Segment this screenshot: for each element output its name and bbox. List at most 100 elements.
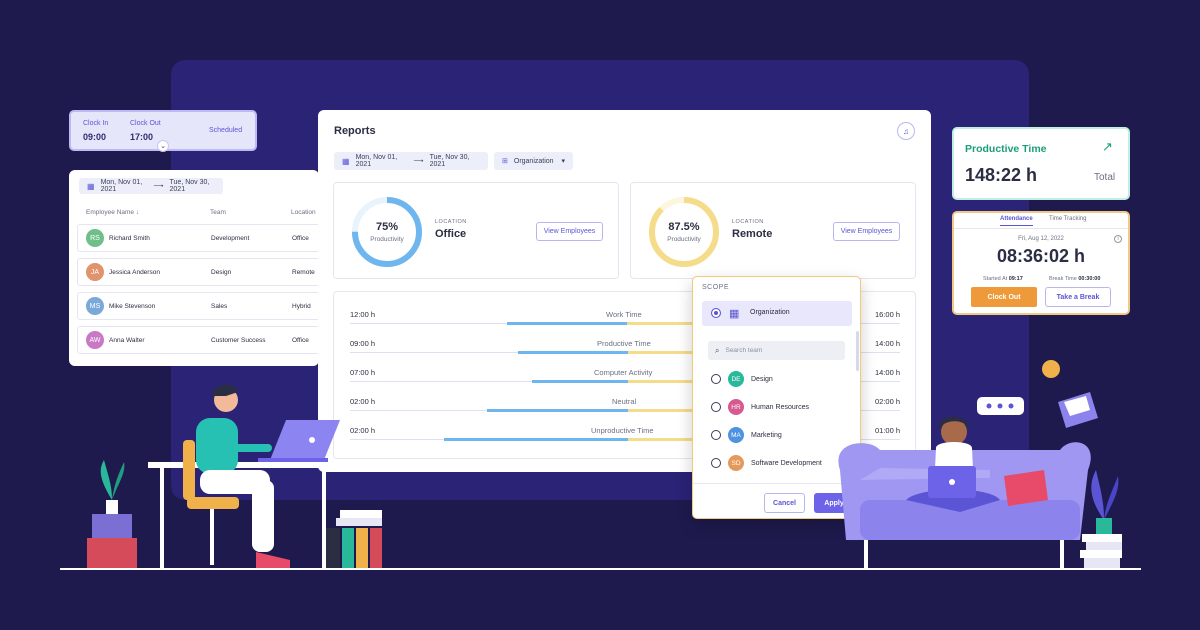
productive-time-title: Productive Time <box>965 143 1047 155</box>
view-employees-button[interactable]: View Employees <box>833 222 900 241</box>
radio[interactable] <box>711 374 721 384</box>
clock-in-label: Clock In <box>83 120 109 127</box>
reports-panel: Reports ♫ ▦ Mon, Nov 01, 2021 ⟶ Tue, Nov… <box>318 110 931 472</box>
clock-out-value: 17:00 <box>130 132 154 142</box>
clock-in-value: 09:00 <box>83 132 107 142</box>
timeline-bar-yellow <box>628 351 697 354</box>
avatar: HR <box>728 399 744 415</box>
calendar-icon: ▦ <box>342 156 350 166</box>
column-header-location[interactable]: Location <box>291 209 316 216</box>
schedule-status: Scheduled <box>209 127 243 134</box>
team-label: Marketing <box>751 431 782 439</box>
scope-dropdown: SCOPE ▦ Organization ⌕ Search team DE De… <box>692 276 861 519</box>
employee-location: Hybrid <box>292 302 311 310</box>
clock-schedule-card: Clock In 09:00 Clock Out 17:00 Scheduled <box>69 110 257 151</box>
stat-card-office: 75% Productivity LOCATION Office View Em… <box>333 182 619 279</box>
productive-time-card: Productive Time ↗ 148:22 h Total <box>952 127 1130 200</box>
take-a-break-button[interactable]: Take a Break <box>1045 287 1111 307</box>
reports-date-range[interactable]: ▦ Mon, Nov 01, 2021 ⟶ Tue, Nov 30, 2021 <box>334 152 488 170</box>
employee-date-range[interactable]: ▦ Mon, Nov 01, 2021 ⟶ Tue, Nov 30, 2021 <box>79 178 223 194</box>
radio[interactable] <box>711 458 721 468</box>
team-option-human-resources[interactable]: HR Human Resources <box>711 399 809 415</box>
employee-name: Mike Stevenson <box>109 302 156 310</box>
timeline-left-value: 12:00 h <box>350 310 376 319</box>
timeline-right-value: 16:00 h <box>874 310 900 319</box>
employee-team: Design <box>211 268 232 276</box>
timeline-left-value: 02:00 h <box>350 397 376 406</box>
location-value: Office <box>435 228 467 240</box>
clock-out-label: Clock Out <box>130 120 161 127</box>
table-row[interactable]: MS Mike Stevenson Sales Hybrid <box>77 292 319 320</box>
team-option-marketing[interactable]: MA Marketing <box>711 427 782 443</box>
team-option-design[interactable]: DE Design <box>711 371 773 387</box>
location-label: LOCATION <box>435 219 467 225</box>
tab-time-tracking[interactable]: Time Tracking <box>1049 216 1087 222</box>
avatar: MS <box>86 297 104 315</box>
scrollbar[interactable] <box>856 331 859 371</box>
hierarchy-icon: ⊞ <box>502 158 508 165</box>
scope-option-organization[interactable]: ▦ Organization <box>702 301 852 326</box>
column-header-employee-name[interactable]: Employee Name ↓ <box>86 209 140 216</box>
table-row[interactable]: JA Jessica Anderson Design Remote <box>77 258 319 286</box>
cancel-button[interactable]: Cancel <box>764 493 805 513</box>
productivity-ring <box>649 197 719 267</box>
location-label: LOCATION <box>732 219 764 225</box>
date-start: Mon, Nov 01, 2021 <box>355 154 398 168</box>
productivity-ring <box>352 197 422 267</box>
employee-name: Anna Walter <box>109 336 145 344</box>
timeline-label: Computer Activity <box>594 368 653 377</box>
scope-filter-label: Organization <box>513 157 554 165</box>
employee-location: Office <box>292 336 309 344</box>
radio[interactable] <box>711 430 721 440</box>
search-placeholder: Search team <box>725 347 763 354</box>
page-title: Reports <box>334 125 376 137</box>
employee-location: Office <box>292 234 309 242</box>
timeline-left-value: 07:00 h <box>350 368 376 377</box>
team-option-software-development[interactable]: SD Software Development <box>711 455 822 471</box>
productivity-caption: Productivity <box>370 236 404 243</box>
scope-option-label: Organization <box>750 309 790 316</box>
avatar: DE <box>728 371 744 387</box>
tab-attendance[interactable]: Attendance <box>1000 216 1033 226</box>
table-row[interactable]: AW Anna Walter Customer Success Office <box>77 326 319 354</box>
avatar: RS <box>86 229 104 247</box>
table-row[interactable]: RS Richard Smith Development Office <box>77 224 319 252</box>
chevron-down-icon[interactable]: ⌄ <box>157 140 169 152</box>
column-header-team[interactable]: Team <box>210 209 226 216</box>
bell-icon[interactable]: ♫ <box>897 122 915 140</box>
timeline-label: Unproductive Time <box>591 426 654 435</box>
timeline-bar-blue <box>444 438 628 441</box>
stat-card-remote: 87.5% Productivity LOCATION Remote View … <box>630 182 916 279</box>
timeline-right-value: 01:00 h <box>874 426 900 435</box>
employee-team: Sales <box>211 302 228 310</box>
view-employees-button[interactable]: View Employees <box>536 222 603 241</box>
search-team-input[interactable]: ⌕ Search team <box>708 341 845 360</box>
productivity-percent: 75% <box>375 221 399 233</box>
date-end: Tue, Nov 30, 2021 <box>429 154 470 168</box>
attendance-date: Fri, Aug 12, 2022 <box>1018 236 1064 242</box>
timeline-left-value: 02:00 h <box>350 426 376 435</box>
team-label: Design <box>751 375 773 383</box>
timeline-bar-blue <box>487 409 628 412</box>
avatar: AW <box>86 331 104 349</box>
employee-name: Richard Smith <box>109 234 150 242</box>
scope-filter-dropdown[interactable]: ⊞ Organization ▾ <box>494 152 573 170</box>
caret-down-icon: ▾ <box>561 158 565 165</box>
radio-selected[interactable] <box>711 308 721 318</box>
scope-title: SCOPE <box>702 284 730 291</box>
timeline-row: 07:00 h Computer Activity 14:00 h <box>350 368 900 388</box>
avatar: JA <box>86 263 104 281</box>
started-at: Started At 09:17 <box>983 276 1023 282</box>
arrow-right-icon: ⟶ <box>413 158 424 165</box>
timeline-right-value: 14:00 h <box>874 339 900 348</box>
calendar-icon: ▦ <box>87 181 95 191</box>
avatar: SD <box>728 455 744 471</box>
clock-out-button[interactable]: Clock Out <box>971 287 1037 307</box>
radio[interactable] <box>711 402 721 412</box>
apply-button[interactable]: Apply <box>814 493 854 513</box>
info-icon[interactable]: i <box>1114 235 1122 243</box>
floor-line <box>60 568 1141 570</box>
date-start: Mon, Nov 01, 2021 <box>100 179 143 193</box>
timeline-bar-yellow <box>628 438 697 441</box>
timeline-bar-yellow <box>627 322 697 325</box>
